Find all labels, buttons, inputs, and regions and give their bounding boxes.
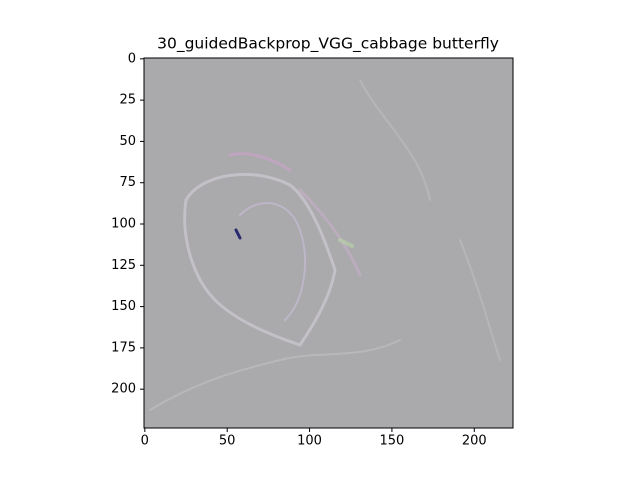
- x-tick-label: 200: [462, 434, 487, 449]
- y-tick-label: 0: [128, 51, 136, 66]
- x-tick-label: 150: [380, 434, 405, 449]
- x-tick-label: 100: [297, 434, 322, 449]
- image: [144, 58, 513, 428]
- y-tick-label: 150: [111, 299, 136, 314]
- y-tick-label: 175: [111, 340, 136, 355]
- y-tick-label: 50: [119, 134, 136, 149]
- y-tick-label: 125: [111, 258, 136, 273]
- image-texture: [149, 79, 501, 411]
- axes-frame: [143, 57, 514, 429]
- y-tick-label: 75: [119, 175, 136, 190]
- x-tick-label: 50: [219, 434, 236, 449]
- y-tick-label: 100: [111, 217, 136, 232]
- chart-title: 30_guidedBackprop_VGG_cabbage butterfly: [157, 35, 499, 54]
- y-tick-label: 25: [119, 93, 136, 108]
- y-tick-label: 200: [111, 382, 136, 397]
- x-tick-label: 0: [141, 434, 149, 449]
